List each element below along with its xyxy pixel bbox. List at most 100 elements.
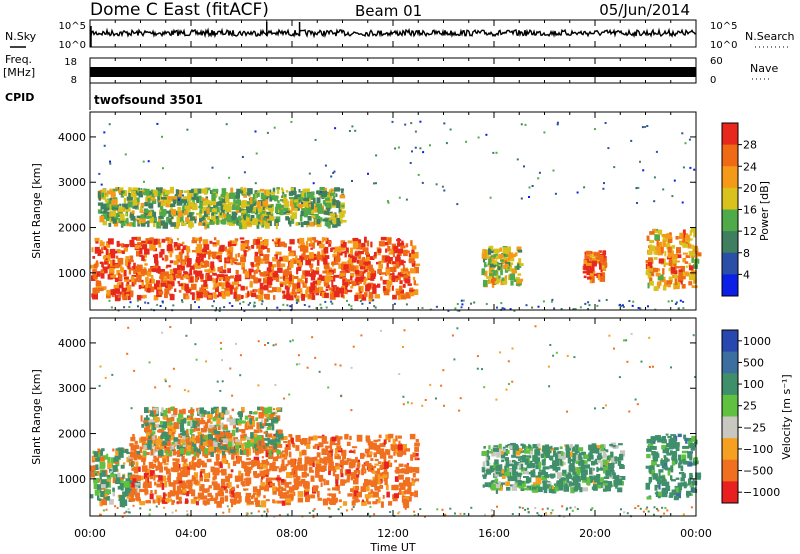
scatter-cell [307, 215, 312, 221]
scatter-cell [297, 491, 304, 497]
scatter-cell [153, 220, 156, 228]
nsearch-tick-top: 10^5 [710, 21, 737, 32]
scatter-cell [193, 472, 198, 479]
scatter-cell [216, 251, 223, 255]
scatter-cell [335, 262, 339, 265]
scatter-cell [138, 466, 141, 472]
scatter-cell [664, 250, 667, 257]
scatter-cell [140, 436, 147, 442]
scatter-cell [311, 203, 314, 210]
scatter-cell [100, 479, 107, 485]
scatter-cell [191, 250, 197, 253]
scatter-cell [318, 474, 324, 481]
scatter-cell [355, 272, 361, 277]
scatter-cell [272, 486, 277, 492]
scatter-cell [276, 449, 281, 455]
scatter-cell [517, 263, 520, 270]
scatter-cell [240, 438, 246, 441]
scatter-cell [103, 195, 107, 200]
scatter-cell [190, 422, 193, 427]
scatter-cell [243, 195, 248, 198]
scatter-cell [393, 302, 396, 305]
scatter-cell [503, 264, 506, 270]
scatter-cell [255, 474, 259, 479]
scatter-cell [306, 254, 311, 259]
scatter-cell [247, 438, 251, 444]
scatter-cell [228, 438, 233, 442]
scatter-cell [572, 308, 575, 311]
scatter-cell [301, 275, 306, 279]
scatter-cell [591, 486, 598, 490]
scatter-cell [198, 211, 202, 218]
scatter-cell [405, 198, 408, 201]
scatter-cell [344, 250, 347, 258]
scatter-cell [203, 206, 206, 213]
scatter-cell [149, 414, 153, 417]
scatter-cell [171, 500, 175, 505]
scatter-cell [389, 267, 395, 272]
scatter-cell [398, 492, 402, 495]
scatter-cell [528, 186, 531, 189]
scatter-cell [250, 416, 255, 421]
scatter-cell [331, 281, 334, 288]
scatter-cell [334, 488, 339, 491]
scatter-cell [183, 271, 187, 274]
scatter-cell [149, 190, 152, 198]
scatter-cell [395, 466, 400, 474]
scatter-cell [242, 192, 246, 196]
scatter-cell [414, 446, 419, 452]
y-tick-label: 2000 [58, 222, 86, 235]
scatter-cell [308, 436, 314, 441]
scatter-cell [182, 196, 189, 200]
scatter-cell [341, 204, 345, 208]
scatter-cell [320, 190, 322, 193]
scatter-cell [175, 459, 179, 462]
scatter-cell [460, 299, 463, 302]
scatter-cell [112, 188, 118, 192]
scatter-cell [345, 247, 349, 253]
scatter-cell [183, 459, 187, 464]
scatter-cell [373, 182, 375, 185]
scatter-cell [262, 463, 268, 469]
scatter-cell [246, 457, 251, 461]
scatter-cell [343, 264, 349, 269]
scatter-cell [648, 257, 653, 262]
scatter-cell [578, 461, 583, 464]
scatter-cell [491, 483, 496, 491]
scatter-cell [227, 462, 231, 469]
scatter-cell [157, 462, 163, 469]
scatter-cell [282, 275, 286, 281]
scatter-cell [508, 463, 514, 467]
scatter-cell [267, 433, 273, 438]
scatter-cell [199, 209, 202, 214]
scatter-cell [110, 457, 115, 464]
scatter-cell [280, 466, 286, 472]
scatter-cell [221, 422, 224, 430]
scatter-cell [177, 190, 182, 197]
scatter-cell [653, 176, 656, 179]
scatter-cell [263, 485, 270, 492]
scatter-cell [230, 490, 235, 498]
scatter-cell [203, 244, 210, 250]
power-heatmap [90, 120, 702, 312]
scatter-cell [275, 203, 281, 209]
scatter-cell [537, 177, 540, 180]
scatter-cell [158, 200, 164, 203]
scatter-cell [272, 257, 277, 262]
scatter-cell [559, 459, 563, 466]
scatter-cell [689, 166, 692, 169]
scatter-cell [689, 472, 693, 479]
scatter-cell [588, 261, 594, 264]
scatter-cell [182, 248, 185, 254]
nsky-label: N.Sky [5, 30, 37, 43]
scatter-cell [122, 475, 125, 479]
scatter-cell [674, 286, 680, 290]
scatter-cell [575, 474, 578, 481]
scatter-cell [325, 209, 330, 216]
scatter-cell [290, 259, 293, 263]
scatter-cell [346, 441, 351, 446]
scatter-cell [543, 131, 546, 134]
scatter-cell [322, 218, 329, 222]
scatter-cell [328, 465, 334, 471]
scatter-cell [343, 461, 346, 465]
